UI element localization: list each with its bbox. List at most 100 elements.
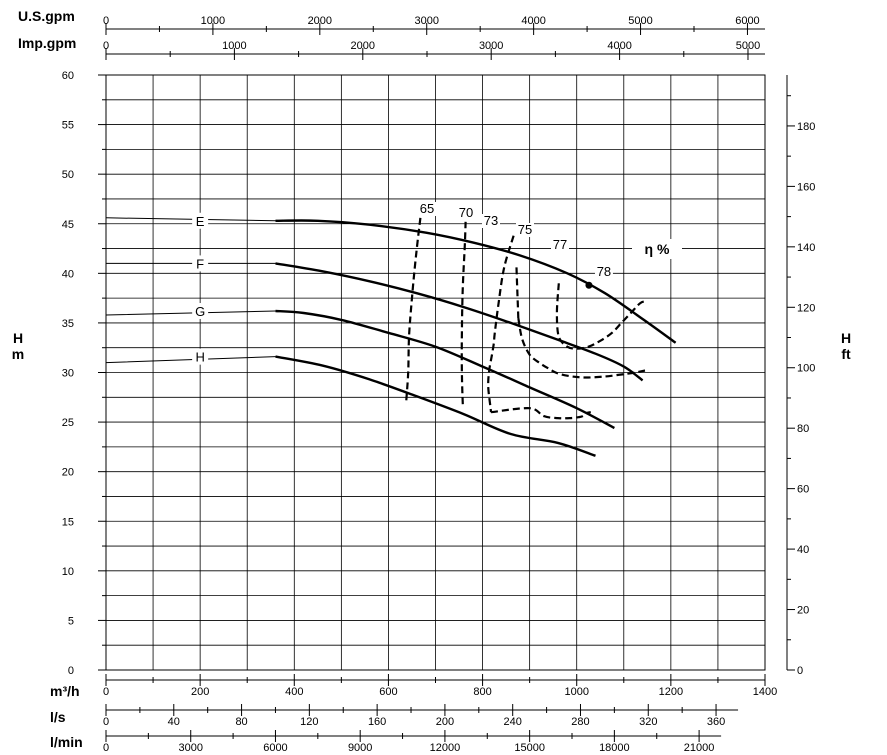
m3h-tick-label: 1000 — [564, 686, 588, 698]
m3h-tick-label: 1400 — [753, 686, 777, 698]
y-left-tick-label: 50 — [62, 169, 74, 181]
ls-tick-label: 80 — [235, 716, 247, 728]
bep-label: 78 — [597, 264, 611, 279]
impgpm-tick-label: 0 — [103, 40, 109, 52]
efficiency-label-65: 65 — [420, 201, 434, 216]
efficiency-label-77: 77 — [553, 237, 567, 252]
impgpm-tick-label: 2000 — [351, 40, 375, 52]
curve-label-E: E — [196, 214, 205, 229]
efficiency-contour-75 — [515, 267, 646, 379]
efficiency-title-bg — [632, 239, 682, 259]
ls-tick-label: 320 — [639, 716, 657, 728]
y-left-unit-h: H — [13, 330, 23, 346]
m3h-tick-label: 1200 — [659, 686, 683, 698]
y-right-tick-label: 160 — [797, 181, 815, 193]
best-efficiency-point — [585, 281, 593, 289]
usgpm-tick-label: 6000 — [735, 15, 759, 27]
efficiency-label-70: 70 — [459, 205, 473, 220]
lmin-tick-label: 0 — [103, 742, 109, 754]
head-curve-F — [275, 262, 644, 382]
usgpm-tick-label: 0 — [103, 15, 109, 27]
usgpm-tick-label: 5000 — [628, 15, 652, 27]
impgpm-tick-label: 3000 — [479, 40, 503, 52]
y-right-tick-label: 20 — [797, 605, 809, 617]
efficiency-title: η % — [645, 241, 670, 257]
y-right-tick-label: 40 — [797, 544, 809, 556]
y-left-unit-m: m — [12, 346, 24, 362]
y-left-tick-label: 40 — [62, 268, 74, 280]
lmin-tick-label: 15000 — [514, 742, 545, 754]
lmin-tick-label: 3000 — [178, 742, 202, 754]
ls-unit-label: l/s — [50, 709, 66, 725]
lmin-tick-label: 21000 — [684, 742, 715, 754]
efficiency-label-bg — [457, 206, 475, 220]
efficiency-contour-65 — [405, 217, 422, 401]
y-right-tick-label: 140 — [797, 242, 815, 254]
y-right-tick-label: 0 — [797, 665, 803, 677]
lmin-tick-label: 6000 — [263, 742, 287, 754]
lmin-tick-label: 18000 — [599, 742, 630, 754]
curve-label-bg — [192, 255, 209, 272]
head-curve-G — [275, 309, 615, 430]
curve-label-G: G — [195, 304, 205, 319]
impgpm-tick-label: 1000 — [222, 40, 246, 52]
usgpm-tick-label: 4000 — [521, 15, 545, 27]
efficiency-contours: 65 70 73 75 77 78 η % — [405, 201, 682, 420]
ls-tick-label: 0 — [103, 716, 109, 728]
curve-label-bg — [192, 348, 209, 365]
usgpm-tick-label: 1000 — [201, 15, 225, 27]
y-right-tick-label: 120 — [797, 302, 815, 314]
y-left-tick-label: 30 — [62, 368, 74, 380]
efficiency-contour-73 — [487, 235, 591, 420]
curve-label-F: F — [196, 256, 204, 271]
axes — [98, 23, 795, 742]
y-left-tick-label: 35 — [62, 318, 74, 330]
y-left-tick-label: 55 — [62, 120, 74, 132]
lmin-tick-label: 9000 — [348, 742, 372, 754]
m3h-tick-label: 800 — [473, 686, 491, 698]
y-left-tick-label: 25 — [62, 417, 74, 429]
usgpm-tick-label: 3000 — [414, 15, 438, 27]
m3h-tick-label: 400 — [285, 686, 303, 698]
m3h-tick-label: 200 — [191, 686, 209, 698]
head-curve-tail — [105, 356, 276, 364]
lmin-tick-label: 12000 — [430, 742, 461, 754]
impgpm-tick-label: 4000 — [607, 40, 631, 52]
m3h-tick-label: 600 — [379, 686, 397, 698]
efficiency-contour-70 — [460, 221, 467, 405]
head-curve-E — [275, 219, 677, 344]
y-left-tick-label: 10 — [62, 566, 74, 578]
ls-tick-label: 40 — [168, 716, 180, 728]
usgpm-tick-label: 2000 — [308, 15, 332, 27]
y-left-tick-label: 60 — [62, 70, 74, 82]
ls-tick-label: 240 — [504, 716, 522, 728]
y-left-tick-label: 0 — [68, 665, 74, 677]
efficiency-contour-77 — [555, 283, 648, 350]
y-left-tick-label: 20 — [62, 467, 74, 479]
efficiency-label-75: 75 — [518, 222, 532, 237]
y-left-tick-label: 15 — [62, 516, 74, 528]
ls-tick-label: 200 — [436, 716, 454, 728]
m3h-unit-label: m³/h — [50, 683, 80, 699]
y-left-tick-label: 45 — [62, 219, 74, 231]
curve-label-H: H — [195, 350, 204, 365]
head-curve-tail — [105, 310, 276, 316]
efficiency-label-bg — [516, 223, 534, 237]
lmin-unit-label: l/min — [50, 734, 83, 750]
impgpm-tick-label: 5000 — [736, 40, 760, 52]
efficiency-label-bg — [551, 238, 569, 252]
efficiency-label-73: 73 — [484, 213, 498, 228]
m3h-tick-label: 0 — [103, 686, 109, 698]
y-right-tick-label: 80 — [797, 423, 809, 435]
efficiency-label-bg — [482, 214, 500, 228]
axis-labels: 0510152025303540455055600204060801001201… — [62, 15, 816, 754]
ls-tick-label: 360 — [707, 716, 725, 728]
y-right-tick-label: 100 — [797, 363, 815, 375]
head-curves: E F G H — [105, 212, 677, 457]
y-right-tick-label: 180 — [797, 121, 815, 133]
ls-tick-label: 120 — [300, 716, 318, 728]
y-right-unit-ft: ft — [841, 346, 851, 362]
ls-tick-label: 280 — [571, 716, 589, 728]
